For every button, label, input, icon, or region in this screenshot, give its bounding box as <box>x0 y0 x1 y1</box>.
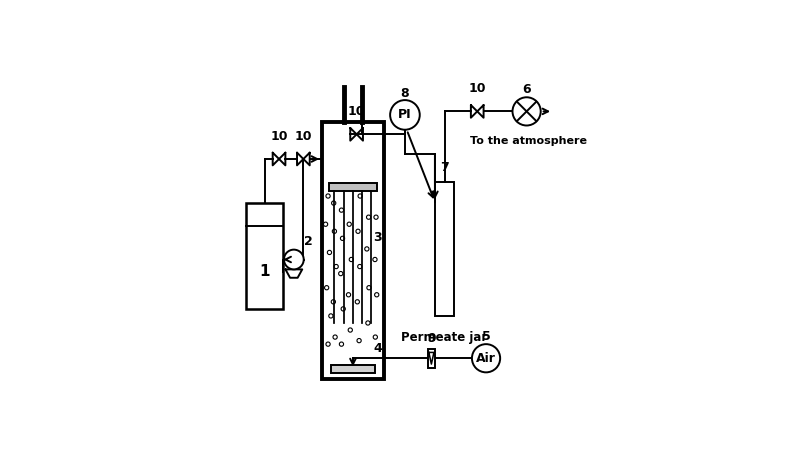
Text: 10: 10 <box>347 105 365 118</box>
Bar <box>329 183 377 191</box>
Text: 2: 2 <box>304 235 313 248</box>
Text: Air: Air <box>476 352 496 365</box>
Bar <box>428 349 434 368</box>
Text: To the atmosphere: To the atmosphere <box>470 136 587 147</box>
Circle shape <box>284 250 304 269</box>
Text: Permeate jar: Permeate jar <box>402 331 488 344</box>
Bar <box>246 203 283 309</box>
Text: PI: PI <box>398 109 412 121</box>
Circle shape <box>512 97 540 125</box>
Text: 9: 9 <box>427 333 436 345</box>
Bar <box>331 365 375 373</box>
Text: 10: 10 <box>295 130 312 143</box>
Text: 8: 8 <box>401 87 409 99</box>
Text: 4: 4 <box>373 342 382 355</box>
Bar <box>322 122 384 379</box>
Text: 10: 10 <box>469 82 486 95</box>
Text: 3: 3 <box>373 231 382 244</box>
Text: 1: 1 <box>260 264 270 279</box>
Text: 6: 6 <box>522 83 531 96</box>
Text: 7: 7 <box>440 161 449 174</box>
Circle shape <box>472 344 501 372</box>
Text: 10: 10 <box>270 130 288 143</box>
Circle shape <box>390 100 420 130</box>
Text: 5: 5 <box>481 330 490 343</box>
Bar <box>435 182 454 316</box>
